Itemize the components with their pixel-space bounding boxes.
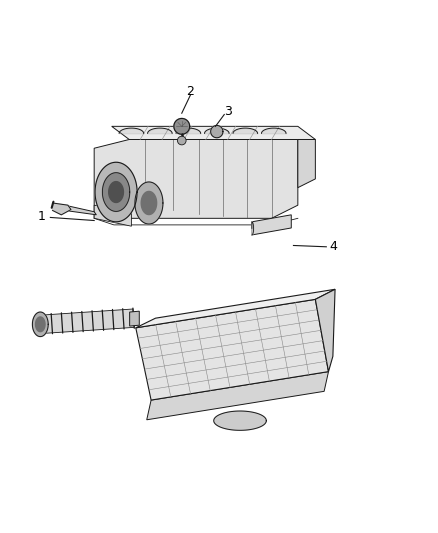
Polygon shape: [94, 140, 298, 219]
Polygon shape: [141, 191, 157, 215]
Text: 2: 2: [187, 85, 194, 98]
Polygon shape: [136, 289, 335, 328]
Circle shape: [177, 136, 186, 145]
Text: 3: 3: [224, 104, 232, 117]
Text: 4: 4: [329, 240, 337, 253]
Polygon shape: [252, 215, 291, 235]
Polygon shape: [109, 182, 124, 203]
Polygon shape: [315, 289, 335, 372]
Polygon shape: [214, 411, 266, 430]
Polygon shape: [130, 311, 139, 326]
Polygon shape: [65, 205, 96, 215]
Polygon shape: [94, 205, 131, 226]
Text: 1: 1: [38, 209, 46, 223]
Polygon shape: [211, 125, 223, 138]
Polygon shape: [174, 118, 190, 134]
Polygon shape: [252, 222, 254, 235]
Polygon shape: [298, 140, 315, 188]
Polygon shape: [95, 162, 137, 222]
Polygon shape: [135, 182, 163, 224]
Polygon shape: [112, 126, 315, 140]
Polygon shape: [35, 317, 45, 332]
Polygon shape: [147, 372, 328, 420]
Polygon shape: [53, 203, 71, 215]
Polygon shape: [136, 300, 328, 400]
Polygon shape: [102, 173, 130, 212]
Polygon shape: [41, 309, 134, 334]
Polygon shape: [32, 312, 48, 336]
